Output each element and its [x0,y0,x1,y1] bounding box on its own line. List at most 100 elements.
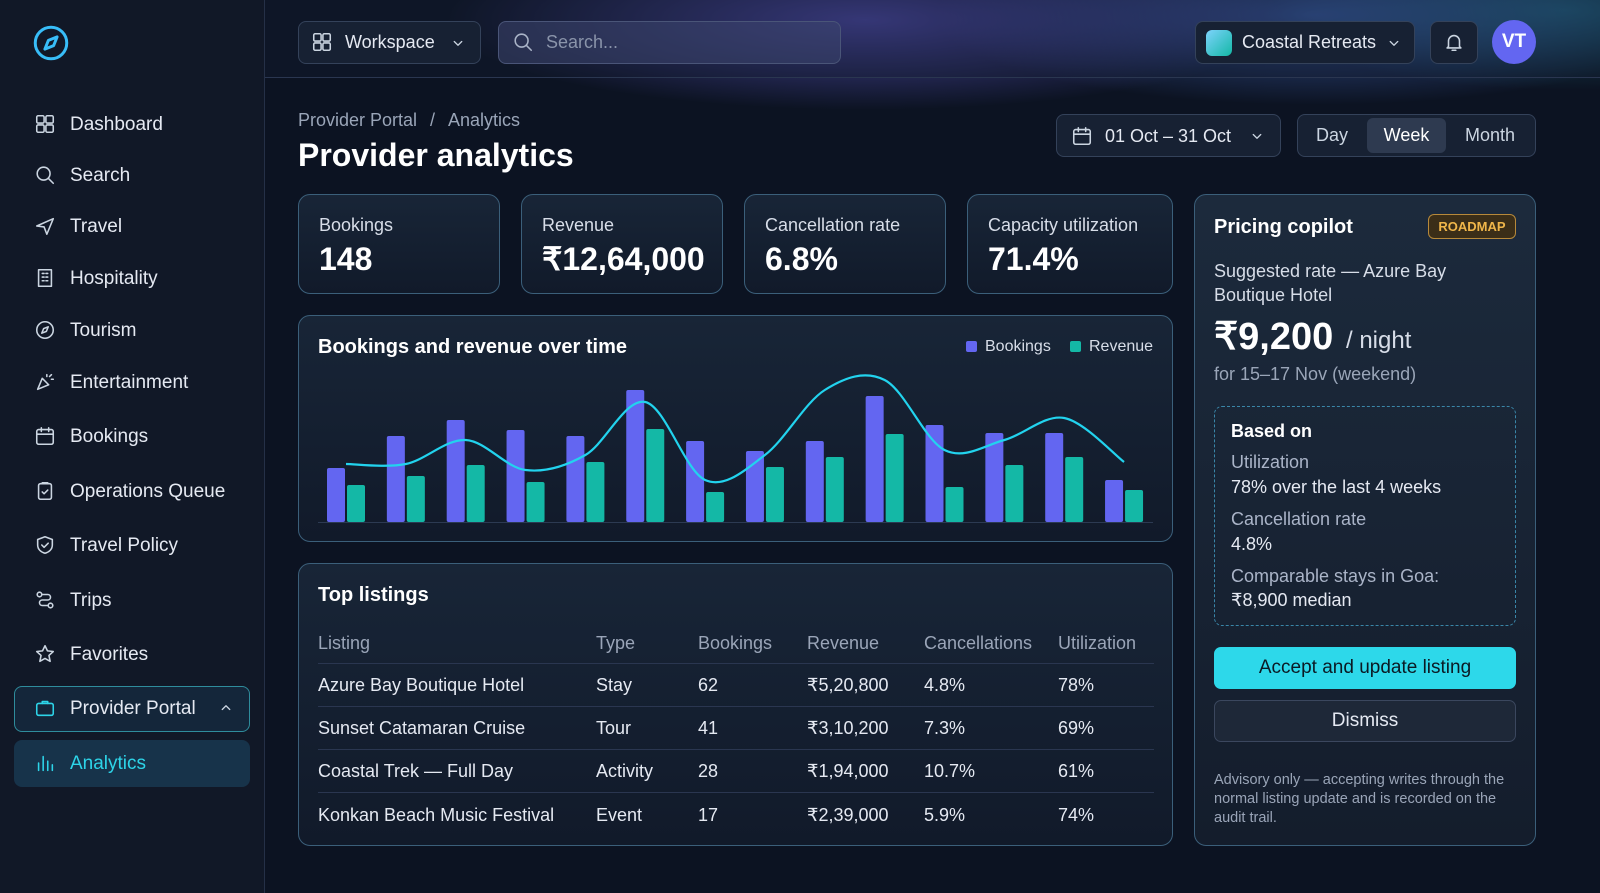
row-divider [318,663,1154,664]
chart-title: Bookings and revenue over time [318,336,627,358]
icon [37,268,53,288]
table-cell: 5.9% [924,804,966,825]
icon-shape [47,177,55,185]
icon-shape [41,542,49,549]
nav-active[interactable] [14,740,250,787]
icon-shape [36,535,54,555]
table-cell: 4.8% [924,674,966,695]
dismiss-button[interactable]: Dismiss [1214,700,1516,742]
nav-item[interactable]: Hospitality [70,267,158,289]
kpi-card: Cancellation rate 6.8% [744,194,946,294]
icon-shape [35,428,55,446]
bar [386,436,405,522]
column-header: Revenue [807,632,880,653]
bar [706,492,725,522]
icon-shape [35,217,55,236]
bar [347,485,365,522]
price-unit: / night [1346,327,1412,354]
basis-label: Comparable stays in Goa: [1231,565,1440,586]
period-option[interactable]: Month [1464,125,1516,145]
bar [865,396,884,522]
kpi-card: Capacity utilization 71.4% [967,194,1173,294]
icon [37,755,54,772]
date-range-button[interactable] [1056,114,1281,157]
nav-item[interactable]: Bookings [70,425,149,447]
icon [36,591,54,609]
icon [33,25,69,61]
nav-item[interactable]: Search [70,164,131,186]
nav-item[interactable]: Favorites [70,643,149,665]
table-cell: 28 [698,760,719,781]
icon [37,481,53,501]
basis-label: Utilization [1231,451,1310,472]
nav-item[interactable]: Trips [70,589,112,611]
row-divider [318,706,1154,707]
icon-shape [1446,34,1462,49]
icon-shape [41,326,49,334]
icon-shape [41,272,49,282]
basis-value: 78% over the last 4 weeks [1231,476,1442,497]
table-cell: 69% [1058,717,1095,738]
notifications-button[interactable] [1430,21,1478,64]
bar [406,476,425,522]
column-header: Utilization [1058,632,1137,653]
icon [35,426,55,446]
kpi-label: Bookings [319,214,394,235]
nav-item[interactable]: Operations Queue [70,480,226,502]
row-divider [318,792,1154,793]
table-cell: Tour [596,717,632,738]
icon-shape [35,124,45,134]
legend-swatch [966,341,977,352]
date-range: 01 Oct – 31 Oct [1105,125,1232,146]
bar [1005,465,1024,522]
icon [36,535,54,555]
icon-shape [1072,128,1092,146]
accept-button[interactable]: Accept and update listing [1214,647,1516,689]
icon [35,644,55,663]
icon-shape [322,42,332,52]
bar [885,434,904,522]
nav-item[interactable]: Dashboard [70,113,163,135]
search-placeholder: Search... [546,31,619,52]
column-header: Listing [318,632,371,653]
account-logo [1206,30,1232,56]
search-box[interactable] [498,21,841,64]
nav-item[interactable]: Provider Portal [70,697,196,719]
bar [825,457,844,522]
nav-item[interactable]: Entertainment [70,371,189,393]
icon-shape [35,702,55,717]
nav-item[interactable]: Travel [70,215,123,237]
bar [1105,480,1124,522]
table-cell: Konkan Beach Music Festival [318,804,555,825]
icon [514,33,533,52]
basis-value: 4.8% [1231,533,1273,554]
avatar[interactable]: VT [1492,20,1536,64]
kpi-value: 6.8% [765,240,838,277]
icon [1446,34,1462,52]
icon-shape [41,700,49,705]
period-option[interactable]: Day [1315,125,1348,145]
nav-item[interactable]: Tourism [70,319,137,341]
bar [745,451,764,522]
table-cell: 10.7% [924,760,976,781]
basis-value: ₹8,900 median [1231,589,1352,610]
period-option[interactable]: Week [1367,118,1446,153]
bar [765,467,784,522]
icon-shape [37,482,53,501]
table-cell: Azure Bay Boutique Hotel [318,674,525,695]
kpi-label: Cancellation rate [765,214,901,235]
basis-box [1214,406,1516,626]
table-cell: ₹2,39,000 [807,804,889,825]
breadcrumb: Provider Portal [298,109,418,130]
bar [586,462,605,522]
icon-shape [45,124,55,134]
nav-item[interactable]: Analytics [70,752,147,774]
bar [1125,490,1144,522]
basis-title: Based on [1231,420,1313,441]
table-cell: Event [596,804,643,825]
account-name: Coastal Retreats [1242,31,1377,52]
nav-item[interactable]: Travel Policy [70,534,179,556]
breadcrumb-separator: / [430,109,436,130]
icon-shape [312,32,322,42]
legend-label: Bookings [985,338,1051,355]
